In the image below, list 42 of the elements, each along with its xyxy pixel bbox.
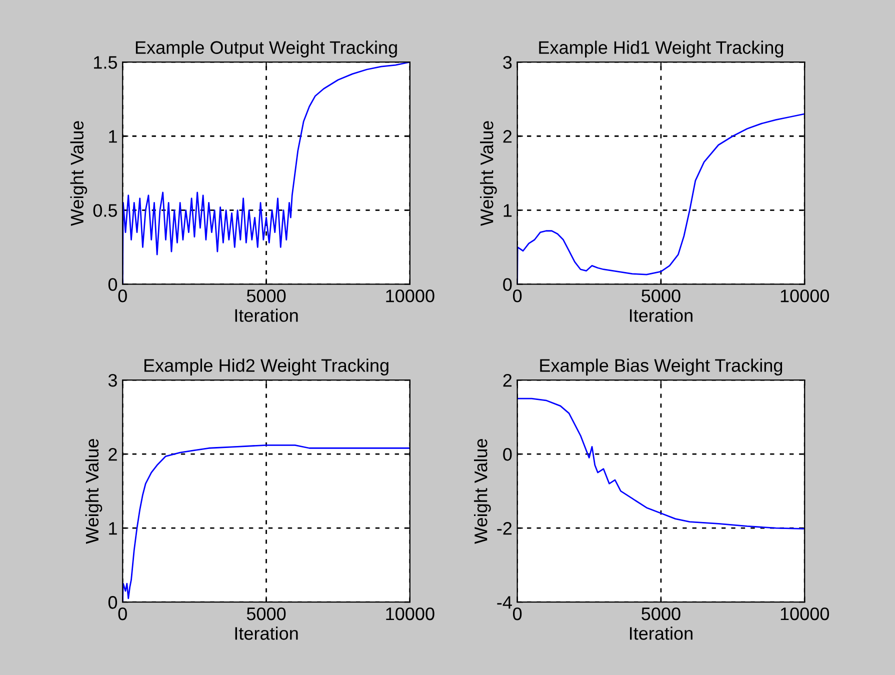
- x-tick-label: 0: [118, 607, 127, 620]
- y-tick-label: 2: [503, 374, 512, 387]
- y-tick-label: 2: [503, 130, 512, 143]
- y-tick-label: 1: [109, 522, 117, 535]
- line-series: [122, 62, 410, 284]
- x-axis-title: Iteration: [630, 626, 692, 640]
- y-tick-label: 2: [108, 448, 117, 461]
- y-tick-label: 0: [108, 278, 118, 291]
- x-tick-label: 0: [512, 290, 522, 302]
- x-axis-title: Iteration: [630, 308, 692, 322]
- x-tick-label: 0: [118, 290, 127, 302]
- line-series: [517, 398, 805, 530]
- chart-title: Example Hid2 Weight Tracking: [144, 358, 388, 376]
- y-tick-label: 3: [108, 374, 117, 387]
- y-tick-label: 0: [503, 278, 512, 291]
- y-tick-label: -2: [497, 522, 512, 535]
- x-tick-label: 5000: [642, 290, 680, 302]
- y-tick-label: -4: [497, 596, 512, 609]
- x-tick-label: 10000: [780, 607, 830, 620]
- y-axis-title: Weight Value: [480, 121, 497, 226]
- y-tick-label: 3: [503, 56, 512, 69]
- x-axis-title: Iteration: [235, 308, 298, 322]
- y-tick-label: 1: [504, 204, 512, 217]
- chart-title: Example Bias Weight Tracking: [540, 358, 782, 376]
- y-tick-label: 1: [109, 130, 117, 143]
- x-tick-label: 5000: [642, 607, 680, 620]
- x-tick-label: 10000: [780, 290, 830, 302]
- x-tick-label: 0: [512, 607, 522, 620]
- y-tick-label: 0: [108, 596, 118, 609]
- x-tick-label: 5000: [246, 607, 286, 620]
- x-tick-label: 5000: [246, 290, 286, 302]
- chart-title: Example Output Weight Tracking: [136, 40, 397, 58]
- x-tick-label: 10000: [386, 607, 434, 620]
- y-tick-label: 0.5: [93, 204, 117, 217]
- x-tick-label: 10000: [386, 290, 434, 302]
- y-axis-title: Weight Value: [474, 438, 491, 544]
- y-tick-label: 1.5: [94, 56, 117, 69]
- y-axis-title: Weight Value: [85, 438, 102, 544]
- chart-title: Example Hid1 Weight Tracking: [539, 40, 784, 58]
- y-tick-label: 0: [503, 448, 512, 461]
- y-axis-title: Weight Value: [70, 121, 88, 226]
- x-axis-title: Iteration: [235, 626, 298, 640]
